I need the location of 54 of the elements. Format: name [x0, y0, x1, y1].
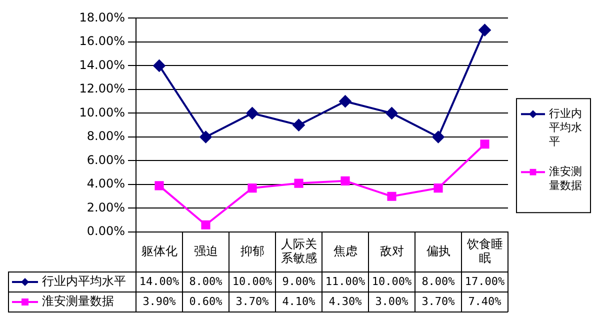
point [246, 107, 258, 120]
point [434, 184, 443, 193]
y-tick-label: 6.00% [86, 152, 125, 167]
data-label: 0.60% [189, 294, 223, 308]
data-label: 11.00% [325, 274, 366, 288]
y-tick-label: 4.00% [86, 176, 125, 191]
legend-label: 淮安测量数据 [549, 164, 582, 192]
x-tick-label: 偏执 [426, 244, 450, 258]
point [432, 130, 444, 143]
x-tick-label: 强迫 [194, 244, 218, 258]
x-tick-label: 饮食睡眠 [466, 237, 503, 266]
point [339, 95, 352, 108]
data-label: 3.70% [422, 294, 456, 308]
y-tick-label: 0.00% [86, 224, 125, 238]
data-label: 7.40% [468, 294, 502, 308]
point [153, 60, 166, 72]
data-label: 10.00% [372, 274, 412, 288]
y-tick-label: 18.00% [79, 10, 125, 24]
point [154, 181, 164, 190]
x-tick-label: 躯体化 [141, 244, 178, 258]
point [248, 184, 257, 193]
x-tick-label: 抑郁 [240, 244, 264, 258]
y-tick-label: 2.00% [86, 200, 125, 214]
point [201, 220, 210, 230]
point [292, 119, 305, 132]
text: 淮安测量数据 [42, 294, 114, 308]
point [478, 24, 491, 36]
data-label: 8.00% [189, 274, 223, 288]
data-label: 17.00% [464, 274, 505, 288]
data-label: 10.00% [232, 274, 272, 288]
data-label: 8.00% [422, 274, 456, 288]
data-label: 9.00% [282, 274, 316, 288]
y-tick-label: 8.00% [86, 129, 125, 144]
text: 行业内平均水平 [42, 274, 126, 288]
y-tick-label: 16.00% [79, 34, 125, 48]
y-tick-label: 10.00% [79, 105, 125, 120]
x-tick-label: 敌对 [380, 244, 404, 258]
data-label: 3.90% [142, 294, 176, 308]
point [294, 178, 304, 188]
x-tick-label: 焦虑 [333, 244, 358, 258]
point [480, 140, 490, 149]
x-tick-label: 人际关系敏感 [280, 237, 317, 266]
data-label: 3.70% [236, 294, 270, 308]
point [387, 192, 396, 201]
data-label: 14.00% [139, 274, 180, 288]
y-tick-label: 14.00% [79, 58, 125, 72]
point [200, 130, 212, 143]
data-label: 4.10% [282, 294, 316, 308]
data-label: 4.30% [328, 294, 362, 308]
point [340, 176, 350, 186]
point [386, 107, 398, 120]
data-label: 3.00% [375, 294, 409, 308]
y-tick-label: 12.00% [79, 82, 125, 96]
legend-label: 行业内平均水平 [549, 106, 582, 148]
